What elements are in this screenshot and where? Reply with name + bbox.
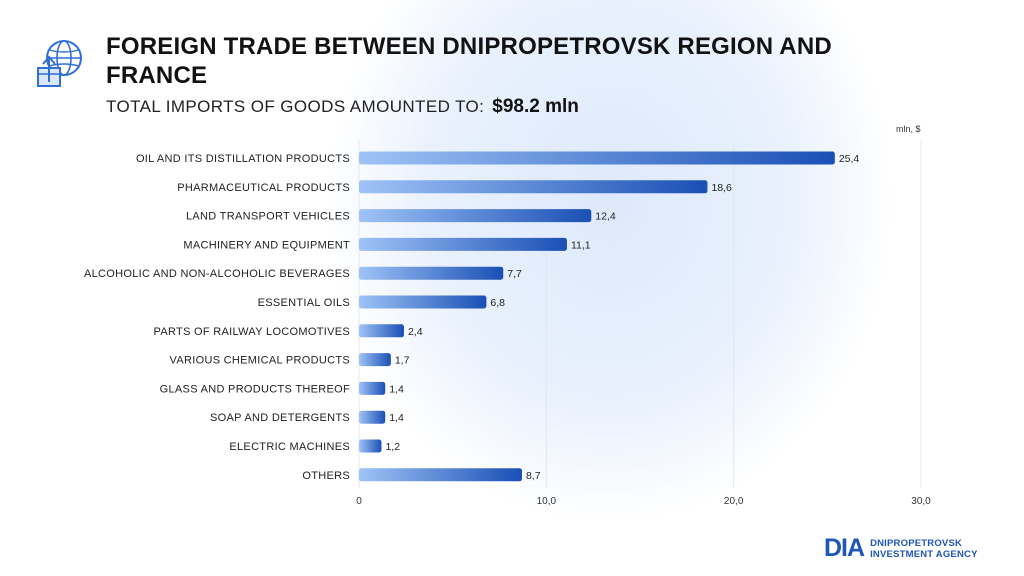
category-label: VARIOUS CHEMICAL PRODUCTS [170,355,350,367]
category-label: PARTS OF RAILWAY LOCOMOTIVES [154,326,350,338]
value-label: 1,4 [389,412,404,424]
category-label: LAND TRANSPORT VEHICLES [186,211,350,223]
value-label: 2,4 [408,326,423,338]
bar [359,353,391,367]
value-label: 18,6 [711,182,732,194]
x-tick-label: 10,0 [537,496,557,507]
page-title: FOREIGN TRADE BETWEEN DNIPROPETROVSK REG… [106,33,832,89]
bar [359,324,404,338]
category-label: ESSENTIAL OILS [258,297,350,309]
unit-label: mln, $ [896,124,921,134]
logo-line-2: INVESTMENT AGENCY [870,548,978,560]
background-glow [330,0,890,520]
category-label: SOAP AND DETERGENTS [210,412,350,424]
category-label: MACHINERY AND EQUIPMENT [183,239,350,251]
category-label: GLASS AND PRODUCTS THEREOF [160,383,350,395]
bar [359,266,504,280]
value-label: 1,7 [395,355,410,367]
bar [359,180,708,194]
logo-text: DNIPROPETROVSK INVESTMENT AGENCY [870,538,978,560]
x-tick-label: 20,0 [724,496,744,507]
category-label: ELECTRIC MACHINES [229,441,350,453]
bar [359,468,522,482]
value-label: 11,1 [571,239,591,251]
value-label: 25,4 [839,153,860,165]
subtitle-label: TOTAL IMPORTS OF GOODS AMOUNTED TO: [106,97,485,116]
bar [359,295,487,309]
dia-logo: DIA DNIPROPETROVSK INVESTMENT AGENCY [824,536,978,561]
value-label: 7,7 [507,268,522,280]
category-label: OTHERS [302,470,350,482]
value-label: 8,7 [526,470,541,482]
x-tick-label: 30,0 [911,496,931,507]
value-label: 1,4 [389,383,404,395]
bar [359,381,386,395]
bar [359,410,386,424]
value-label: 1,2 [385,441,400,453]
value-label: 12,4 [595,211,616,223]
category-label: PHARMACEUTICAL PRODUCTS [177,182,350,194]
value-label: 6,8 [490,297,505,309]
bar [359,237,567,251]
category-label: OIL AND ITS DISTILLATION PRODUCTS [136,153,350,165]
globe-export-box-icon [37,40,82,87]
logo-line-1: DNIPROPETROVSK [870,537,963,549]
category-label: ALCOHOLIC AND NON-ALCOHOLIC BEVERAGES [84,268,350,280]
x-tick-label: 0 [356,496,362,507]
bar [359,151,835,165]
logo-mark: DIA [824,534,865,562]
subtitle: TOTAL IMPORTS OF GOODS AMOUNTED TO: $98.… [106,96,579,118]
bar [359,209,592,223]
total-imports-value: $98.2 mln [492,96,579,117]
bar [359,439,382,453]
